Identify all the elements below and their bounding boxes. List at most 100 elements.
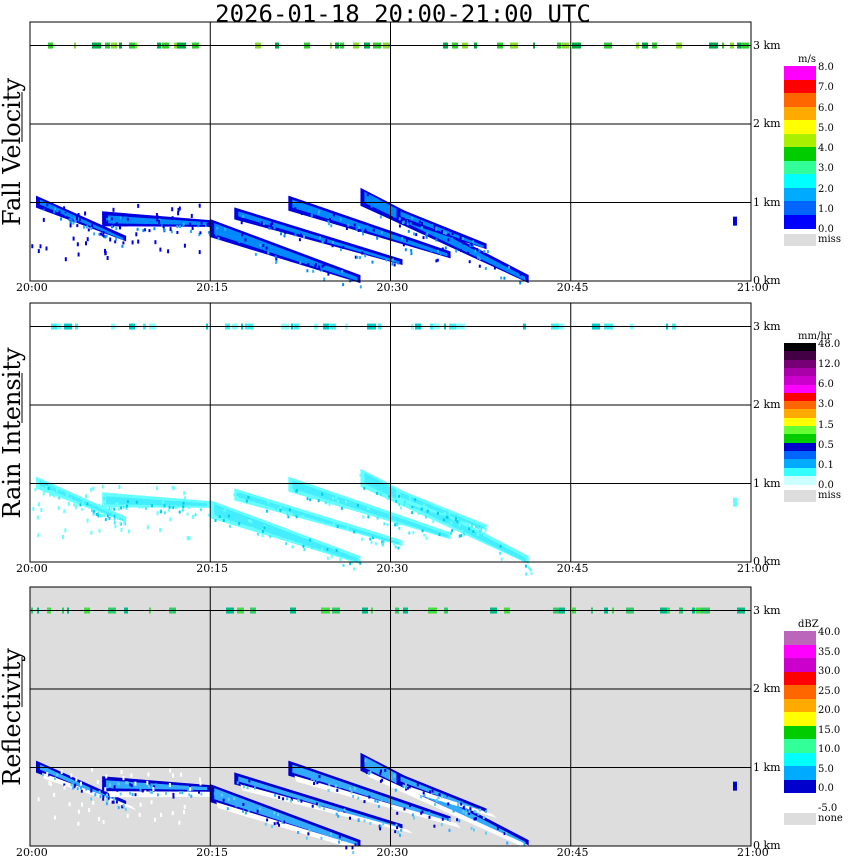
streak-pixel [70,783,73,787]
legend-label: 8.0 [818,62,834,73]
low-scatter-pixel [85,494,87,499]
streak-pixel [411,505,414,509]
streak-inner [400,492,484,529]
streak-pixel [448,828,451,832]
streak-inner [238,776,400,829]
streak-pixel [216,226,219,230]
streak-pixel [430,223,433,227]
low-scatter-pixel [171,216,174,221]
legend-swatch-missing [784,812,816,825]
low-scatter-pixel [80,781,82,786]
streak-pixel [478,527,481,531]
streak-pixel [410,252,413,256]
legend-swatch [784,475,816,485]
streak-pixel [318,210,321,214]
legend-label: miss [818,234,841,245]
legend-swatch [784,359,816,369]
streak-pixel [405,787,408,791]
streak-pixel [85,787,88,791]
legend-swatch [784,93,816,107]
streak-pixel [144,506,147,510]
low-scatter-pixel [198,250,201,255]
low-scatter-pixel [198,777,201,782]
streak-pixel [111,225,113,229]
streak-inner [292,199,448,257]
legend-swatch [784,174,816,188]
streak-pixel [313,782,316,785]
streak-pixel [178,510,181,514]
streak-pixel [282,797,285,801]
streak-pixel [349,562,352,566]
streak-pixel [283,820,286,824]
streak-pixel [357,796,360,800]
low-scatter-pixel [158,219,161,224]
streak-pixel [323,277,326,281]
streak-pixel [238,522,241,526]
low-scatter-pixel [177,208,180,212]
streak-inner [214,788,358,846]
height-tick-label: 3 km [753,603,781,617]
streak-pixel [380,230,383,234]
streak-pixel [327,272,330,276]
streak-pixel [481,536,484,540]
streak-pixel [368,761,371,765]
streak-pixel [42,773,45,777]
streak-pixel [72,786,75,790]
streak-pixel [271,825,274,828]
low-scatter-pixel [126,813,129,818]
streak-pixel [249,220,252,224]
streak-pixel [80,507,83,511]
streak-pixel [447,238,450,242]
streak-pixel [253,786,256,790]
streak-pixel [172,219,175,223]
streak-pixel [318,265,321,269]
streak-pixel [308,490,311,494]
streak-pixel [274,507,277,511]
low-scatter-pixel [139,802,142,807]
streak-pixel [267,501,270,505]
streak-pixel [499,544,502,548]
low-scatter-pixel [52,490,55,495]
streak-pixel [420,795,422,799]
legend-unit: m/s [798,54,816,65]
streak-pixel [87,228,90,232]
legend-swatch [784,752,816,767]
low-scatter-pixel [137,203,140,208]
streak-pixel [321,240,324,244]
streak-pixel [291,545,294,549]
streak-pixel [473,817,476,821]
low-scatter-pixel [192,514,194,519]
low-scatter-pixel [106,256,109,260]
streak-pixel [475,525,477,529]
low-scatter-pixel [147,772,150,777]
low-scatter-pixel [86,237,89,242]
low-scatter-pixel [156,215,159,220]
streak-pixel [267,251,270,255]
streak-pixel [78,218,81,222]
height-tick-label: 1 km [753,476,781,490]
streak-pixel [113,517,116,521]
streak-pixel [468,809,471,813]
low-scatter-pixel [120,514,123,519]
low-scatter-pixel [156,511,159,516]
streak-pixel [110,217,113,221]
streak-pixel [346,526,349,530]
low-scatter-pixel [40,508,43,513]
streak-pixel [311,804,314,808]
legend-swatch [784,187,816,202]
height-tick-label: 3 km [753,38,781,52]
streak-pixel [402,502,405,506]
low-scatter-pixel [180,772,183,777]
streak-pixel [330,555,333,559]
streak-pixel [119,792,122,796]
streak-pixel [405,215,408,219]
streak-pixel [322,807,325,811]
streak-pixel [303,235,305,238]
streak-pixel [451,231,454,235]
streak-pixel [236,493,239,497]
low-scatter-pixel [177,211,180,216]
x-tick-label: 20:00 [16,562,48,575]
low-scatter-pixel [74,505,77,510]
streak-pixel [461,237,464,240]
